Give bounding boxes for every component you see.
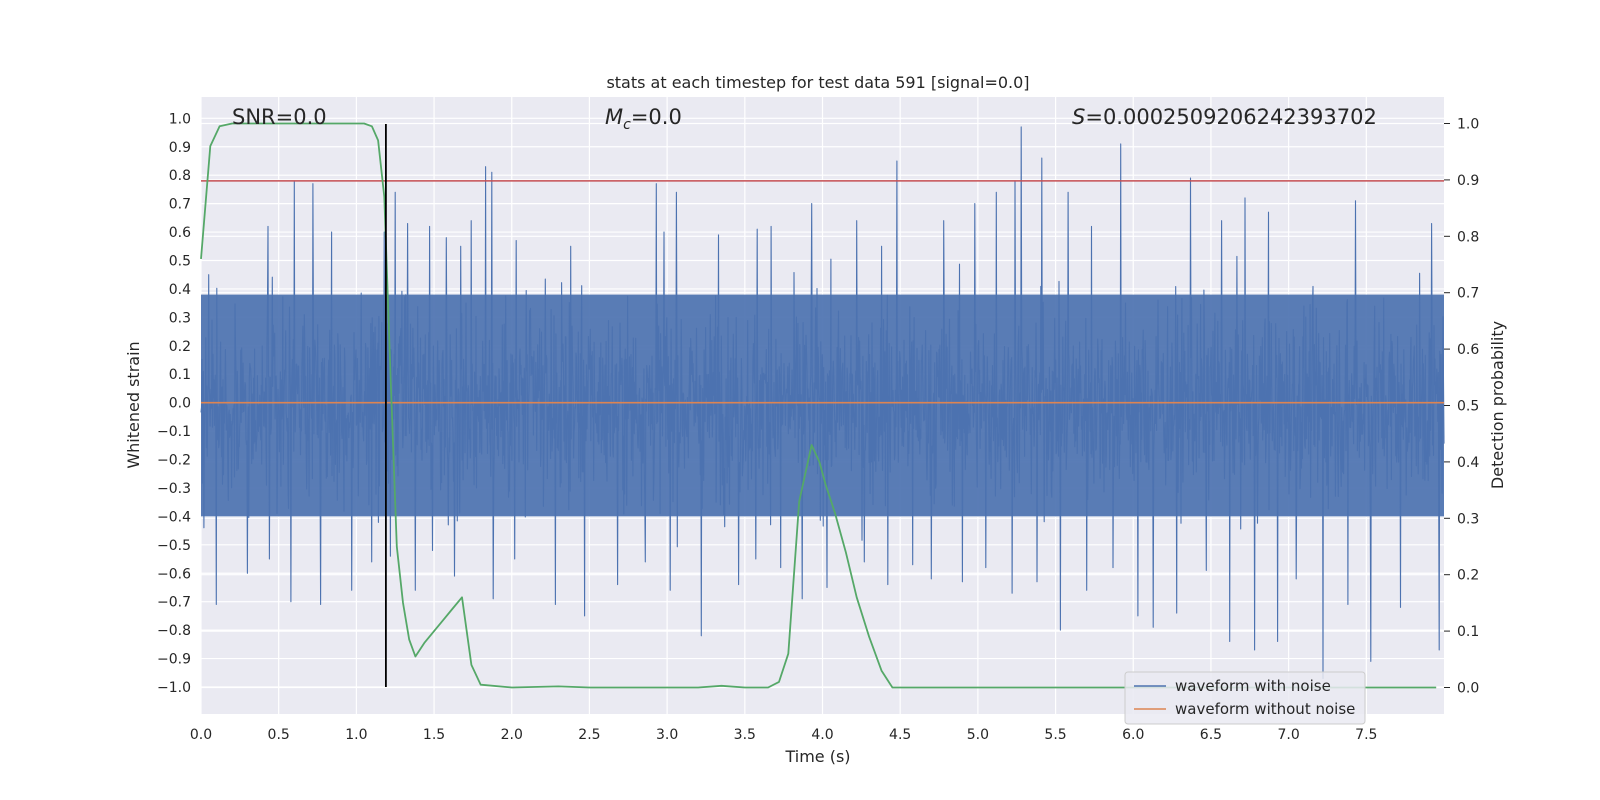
y-tick-label: −0.1	[157, 424, 191, 440]
y-tick-label: 1.0	[169, 111, 191, 127]
y-tick-label: −0.2	[157, 453, 191, 469]
y2-tick-label: 0.7	[1457, 286, 1479, 302]
chirp-mass-value: =0.0	[631, 105, 682, 129]
chart-title: stats at each timestep for test data 591…	[606, 73, 1029, 92]
y-tick-label: 0.8	[169, 168, 191, 184]
x-tick-label: 1.5	[423, 727, 445, 743]
y2-tick-label: 0.6	[1457, 342, 1479, 358]
x-tick-label: 0.0	[190, 727, 212, 743]
y2-tick-label: 0.0	[1457, 680, 1479, 696]
y-tick-label: 0.2	[169, 339, 191, 355]
snr-annotation: SNR=0.0	[232, 105, 327, 129]
overlay-lines-layer	[200, 122, 1444, 689]
chirp-mass-subscript: c	[623, 117, 631, 133]
y-tick-label: −0.4	[157, 509, 191, 525]
x-tick-label: 3.5	[734, 727, 756, 743]
y-tick-label: −0.6	[157, 566, 191, 582]
series-waveform-with-noise	[200, 126, 1445, 680]
x-tick-label: 3.0	[656, 727, 678, 743]
x-tick-label: 5.5	[1044, 727, 1066, 743]
s-statistic-annotation: S=0.0002509206242393702	[1072, 105, 1377, 129]
y-tick-label: 0.4	[169, 282, 191, 298]
y-tick-label: 0.6	[169, 225, 191, 241]
x-tick-label: 2.5	[578, 727, 600, 743]
y-axis-label: Whitened strain	[124, 341, 143, 468]
y2-tick-label: 0.4	[1457, 455, 1479, 471]
x-tick-label: 7.5	[1355, 727, 1377, 743]
x-tick-label: 7.0	[1277, 727, 1299, 743]
y2-axis-label: Detection probability	[1488, 321, 1507, 489]
y2-tick-label: 0.1	[1457, 624, 1479, 640]
legend: waveform with noise waveform without noi…	[1124, 671, 1366, 725]
y-tick-label: −0.9	[157, 652, 191, 668]
x-tick-label: 5.0	[967, 727, 989, 743]
y-tick-label: 0.9	[169, 140, 191, 156]
chirp-mass-annotation: Mc=0.0	[605, 105, 682, 133]
y-tick-label: −0.3	[157, 481, 191, 497]
y-tick-label: −0.8	[157, 623, 191, 639]
y2-tick-label: 0.9	[1457, 173, 1479, 189]
y2-tick-label: 0.5	[1457, 399, 1479, 415]
y-tick-label: −0.7	[157, 595, 191, 611]
x-tick-label: 2.0	[501, 727, 523, 743]
series-detection-probability	[200, 122, 1437, 689]
y2-tick-label: 1.0	[1457, 117, 1479, 133]
x-tick-label: 0.5	[268, 727, 290, 743]
noise-waveform-layer	[200, 126, 1445, 680]
legend-box	[1124, 671, 1366, 725]
axes-layer: 0.0 0.5 1.0 1.5 2.0 2.5 3.0 3.5 4.0 4.5 5.0 5.5 6.0 6…	[157, 111, 1479, 743]
y-tick-label: 0.3	[169, 310, 191, 326]
y-tick-label: 0.5	[169, 253, 191, 269]
x-tick-label: 1.0	[345, 727, 367, 743]
y-tick-label: 0.0	[169, 396, 191, 412]
x-tick-label: 4.5	[889, 727, 911, 743]
y-tick-label: −0.5	[157, 538, 191, 554]
s-statistic-value: =0.0002509206242393702	[1085, 105, 1377, 129]
legend-label-waveform-with-noise: waveform with noise	[1175, 677, 1331, 695]
y-tick-label: −1.0	[157, 680, 191, 696]
x-axis-label: Time (s)	[784, 747, 850, 766]
x-tick-label: 6.0	[1122, 727, 1144, 743]
y-tick-label: 0.7	[169, 197, 191, 213]
y2-tick-label: 0.8	[1457, 229, 1479, 245]
chirp-mass-symbol: M	[605, 105, 623, 129]
s-statistic-symbol: S	[1072, 105, 1085, 129]
legend-label-waveform-without-noise: waveform without noise	[1175, 700, 1355, 718]
y2-tick-label: 0.3	[1457, 511, 1479, 527]
x-tick-label: 6.5	[1200, 727, 1222, 743]
x-tick-label: 4.0	[811, 727, 833, 743]
y-tick-label: 0.1	[169, 367, 191, 383]
y2-tick-label: 0.2	[1457, 568, 1479, 584]
